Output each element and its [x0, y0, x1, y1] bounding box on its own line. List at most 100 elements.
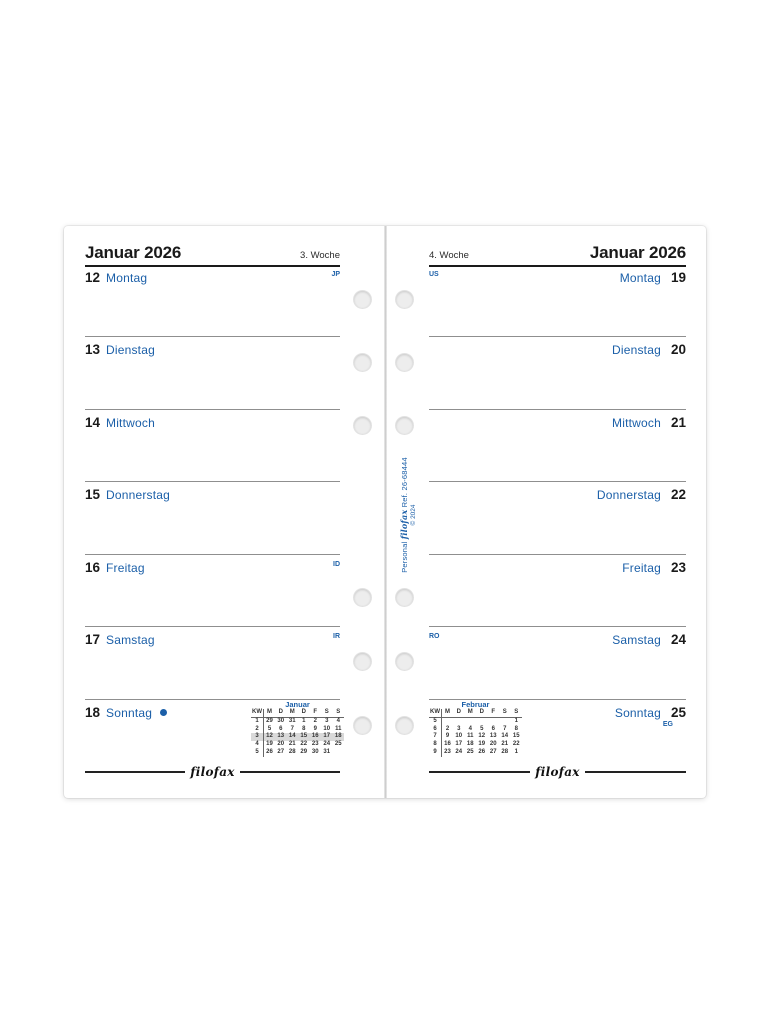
- day-row-freitag: 16 Freitag ID: [85, 553, 340, 626]
- day-rows: 12 Montag JP 13 Dienstag 14 Mittwoch 15 Donnerst…: [85, 265, 340, 771]
- day-cell: 19: [266, 741, 273, 748]
- day-row-sonntag: Sonntag 25 EG: [429, 698, 686, 771]
- day-rows: US Montag 19 Dienstag 20 Mittwoch 21 Donnerstag…: [429, 265, 686, 771]
- mini-calendar-februar: Februar KW M D M D F S S 5 1 6 2 3 4 5 6 7 8 7 9 10 11 12 13 14 15…: [429, 700, 522, 757]
- punch-hole: [353, 652, 371, 670]
- day-cell: 4: [336, 717, 340, 724]
- week-number-cell: 8: [429, 741, 442, 749]
- filofax-logo-small: filofax: [399, 509, 409, 540]
- mini-calendar-header-row: KW M D M D F S S: [429, 709, 522, 718]
- day-name: Freitag: [106, 560, 145, 575]
- day-row-head: 18 Sonntag: [85, 700, 340, 720]
- day-row-head: Sonntag 25: [429, 700, 686, 720]
- day-number: 23: [670, 559, 686, 575]
- weekday-header: M: [441, 709, 453, 718]
- punch-hole: [395, 416, 413, 434]
- day-cell: 21: [288, 741, 296, 748]
- day-cell: 27: [277, 748, 285, 755]
- day-cell: 29: [300, 748, 308, 755]
- week-number-cell: 3: [251, 733, 264, 742]
- punch-hole: [353, 716, 371, 734]
- punch-hole: [395, 353, 413, 371]
- day-cell: 13: [275, 733, 287, 742]
- spine-prefix: Personal: [400, 541, 409, 573]
- filofax-logo: filofax: [535, 765, 580, 779]
- day-name: Samstag: [612, 633, 661, 648]
- week-row: 4 19 20 21 22 23 24 25: [251, 741, 344, 749]
- right-page-header: 4. Woche Januar 2026: [429, 238, 686, 267]
- day-cell: [465, 717, 477, 725]
- day-row-head: Donnerstag 22: [429, 482, 686, 502]
- weekday-header: D: [476, 709, 488, 718]
- day-number: 18: [85, 704, 101, 720]
- day-cell: 14: [501, 733, 509, 740]
- day-cell: 11: [335, 725, 342, 732]
- weekday-header: S: [321, 709, 333, 718]
- weekday-header: M: [464, 709, 476, 718]
- day-cell: 26: [478, 748, 486, 755]
- mini-calendar-januar: Januar KW M D M D F S S 1 29 30 31 1 2 3 4 2 5 6 7 8 9 10 11 3 12 1…: [251, 700, 344, 757]
- day-cell: 2: [445, 725, 450, 732]
- week-number-label: 4. Woche: [429, 250, 469, 261]
- day-row-samstag: 17 Samstag IR: [85, 626, 340, 698]
- day-cell: 14: [286, 733, 298, 742]
- day-cell: 30: [311, 748, 319, 755]
- weekday-header: S: [499, 709, 511, 718]
- day-cell: 19: [478, 741, 486, 748]
- holiday-code: ID: [333, 560, 340, 568]
- left-page-header: Januar 2026 3. Woche: [85, 238, 340, 267]
- day-number: 12: [85, 270, 101, 285]
- day-row-mittwoch: 14 Mittwoch: [85, 408, 340, 481]
- brand-rule: [85, 771, 186, 773]
- punch-hole: [395, 290, 413, 308]
- mini-calendar-grid: KW M D M D F S S 5 1 6 2 3 4 5 6 7 8 7 9 10 11 12 13 14 15 8 16 17 18…: [429, 709, 522, 757]
- week-number-cell: 5: [429, 717, 442, 726]
- filofax-logo: filofax: [190, 765, 235, 779]
- mini-calendar-title: Januar: [285, 700, 310, 709]
- day-number: 14: [85, 414, 101, 430]
- day-cell: 28: [288, 748, 296, 755]
- day-cell: 16: [444, 741, 451, 748]
- day-cell: 13: [489, 733, 497, 740]
- day-cell: [453, 717, 465, 725]
- day-name: Mittwoch: [106, 415, 155, 430]
- day-number: 15: [85, 487, 101, 503]
- day-number: 21: [670, 414, 686, 430]
- day-cell: [476, 717, 488, 725]
- day-cell: 23: [311, 741, 319, 748]
- day-cell: 6: [491, 725, 495, 732]
- day-cell: 29: [266, 717, 273, 724]
- week-number-label: 3. Woche: [300, 250, 340, 261]
- mini-calendar-grid: KW M D M D F S S 1 29 30 31 1 2 3 4 2 5 6 7 8 9 10 11 3 12 13 14 15 1…: [251, 709, 344, 757]
- weekday-header: M: [263, 709, 275, 718]
- spine-imprint: Personal filofax Ref. 26-68444 © 2024: [399, 457, 417, 573]
- day-number: 19: [670, 270, 686, 285]
- punch-hole: [395, 588, 413, 606]
- week-number-cell: 4: [251, 741, 264, 749]
- brand-rule: [239, 771, 341, 773]
- week-number-cell: 2: [251, 725, 264, 734]
- day-cell: 12: [478, 733, 486, 740]
- week-number-cell: 7: [429, 733, 442, 742]
- day-cell: 3: [325, 717, 329, 724]
- day-number: 22: [670, 487, 686, 503]
- day-row-dienstag: 13 Dienstag: [85, 336, 340, 408]
- day-row-head: 14 Mittwoch: [85, 410, 340, 430]
- day-cell: 10: [455, 733, 463, 740]
- day-row-head: 13 Dienstag: [85, 337, 340, 357]
- day-cell: [333, 749, 345, 757]
- right-page: 4. Woche Januar 2026 US Montag 19 Dienstag 2…: [387, 226, 706, 798]
- day-row-head: Mittwoch 21: [429, 410, 686, 430]
- week-number-cell: 1: [251, 717, 264, 726]
- brand-rule: [584, 771, 687, 773]
- week-row: 1 29 30 31 1 2 3 4: [251, 717, 344, 726]
- day-cell: 9: [445, 733, 450, 740]
- day-row-montag: 12 Montag JP: [85, 265, 340, 336]
- week-number-cell: 9: [429, 748, 442, 757]
- day-row-samstag: RO Samstag 24: [429, 626, 686, 698]
- day-cell: [488, 717, 500, 725]
- day-cell: 1: [514, 717, 518, 724]
- day-cell: 7: [290, 725, 294, 732]
- day-row-head: 15 Donnerstag: [85, 482, 340, 502]
